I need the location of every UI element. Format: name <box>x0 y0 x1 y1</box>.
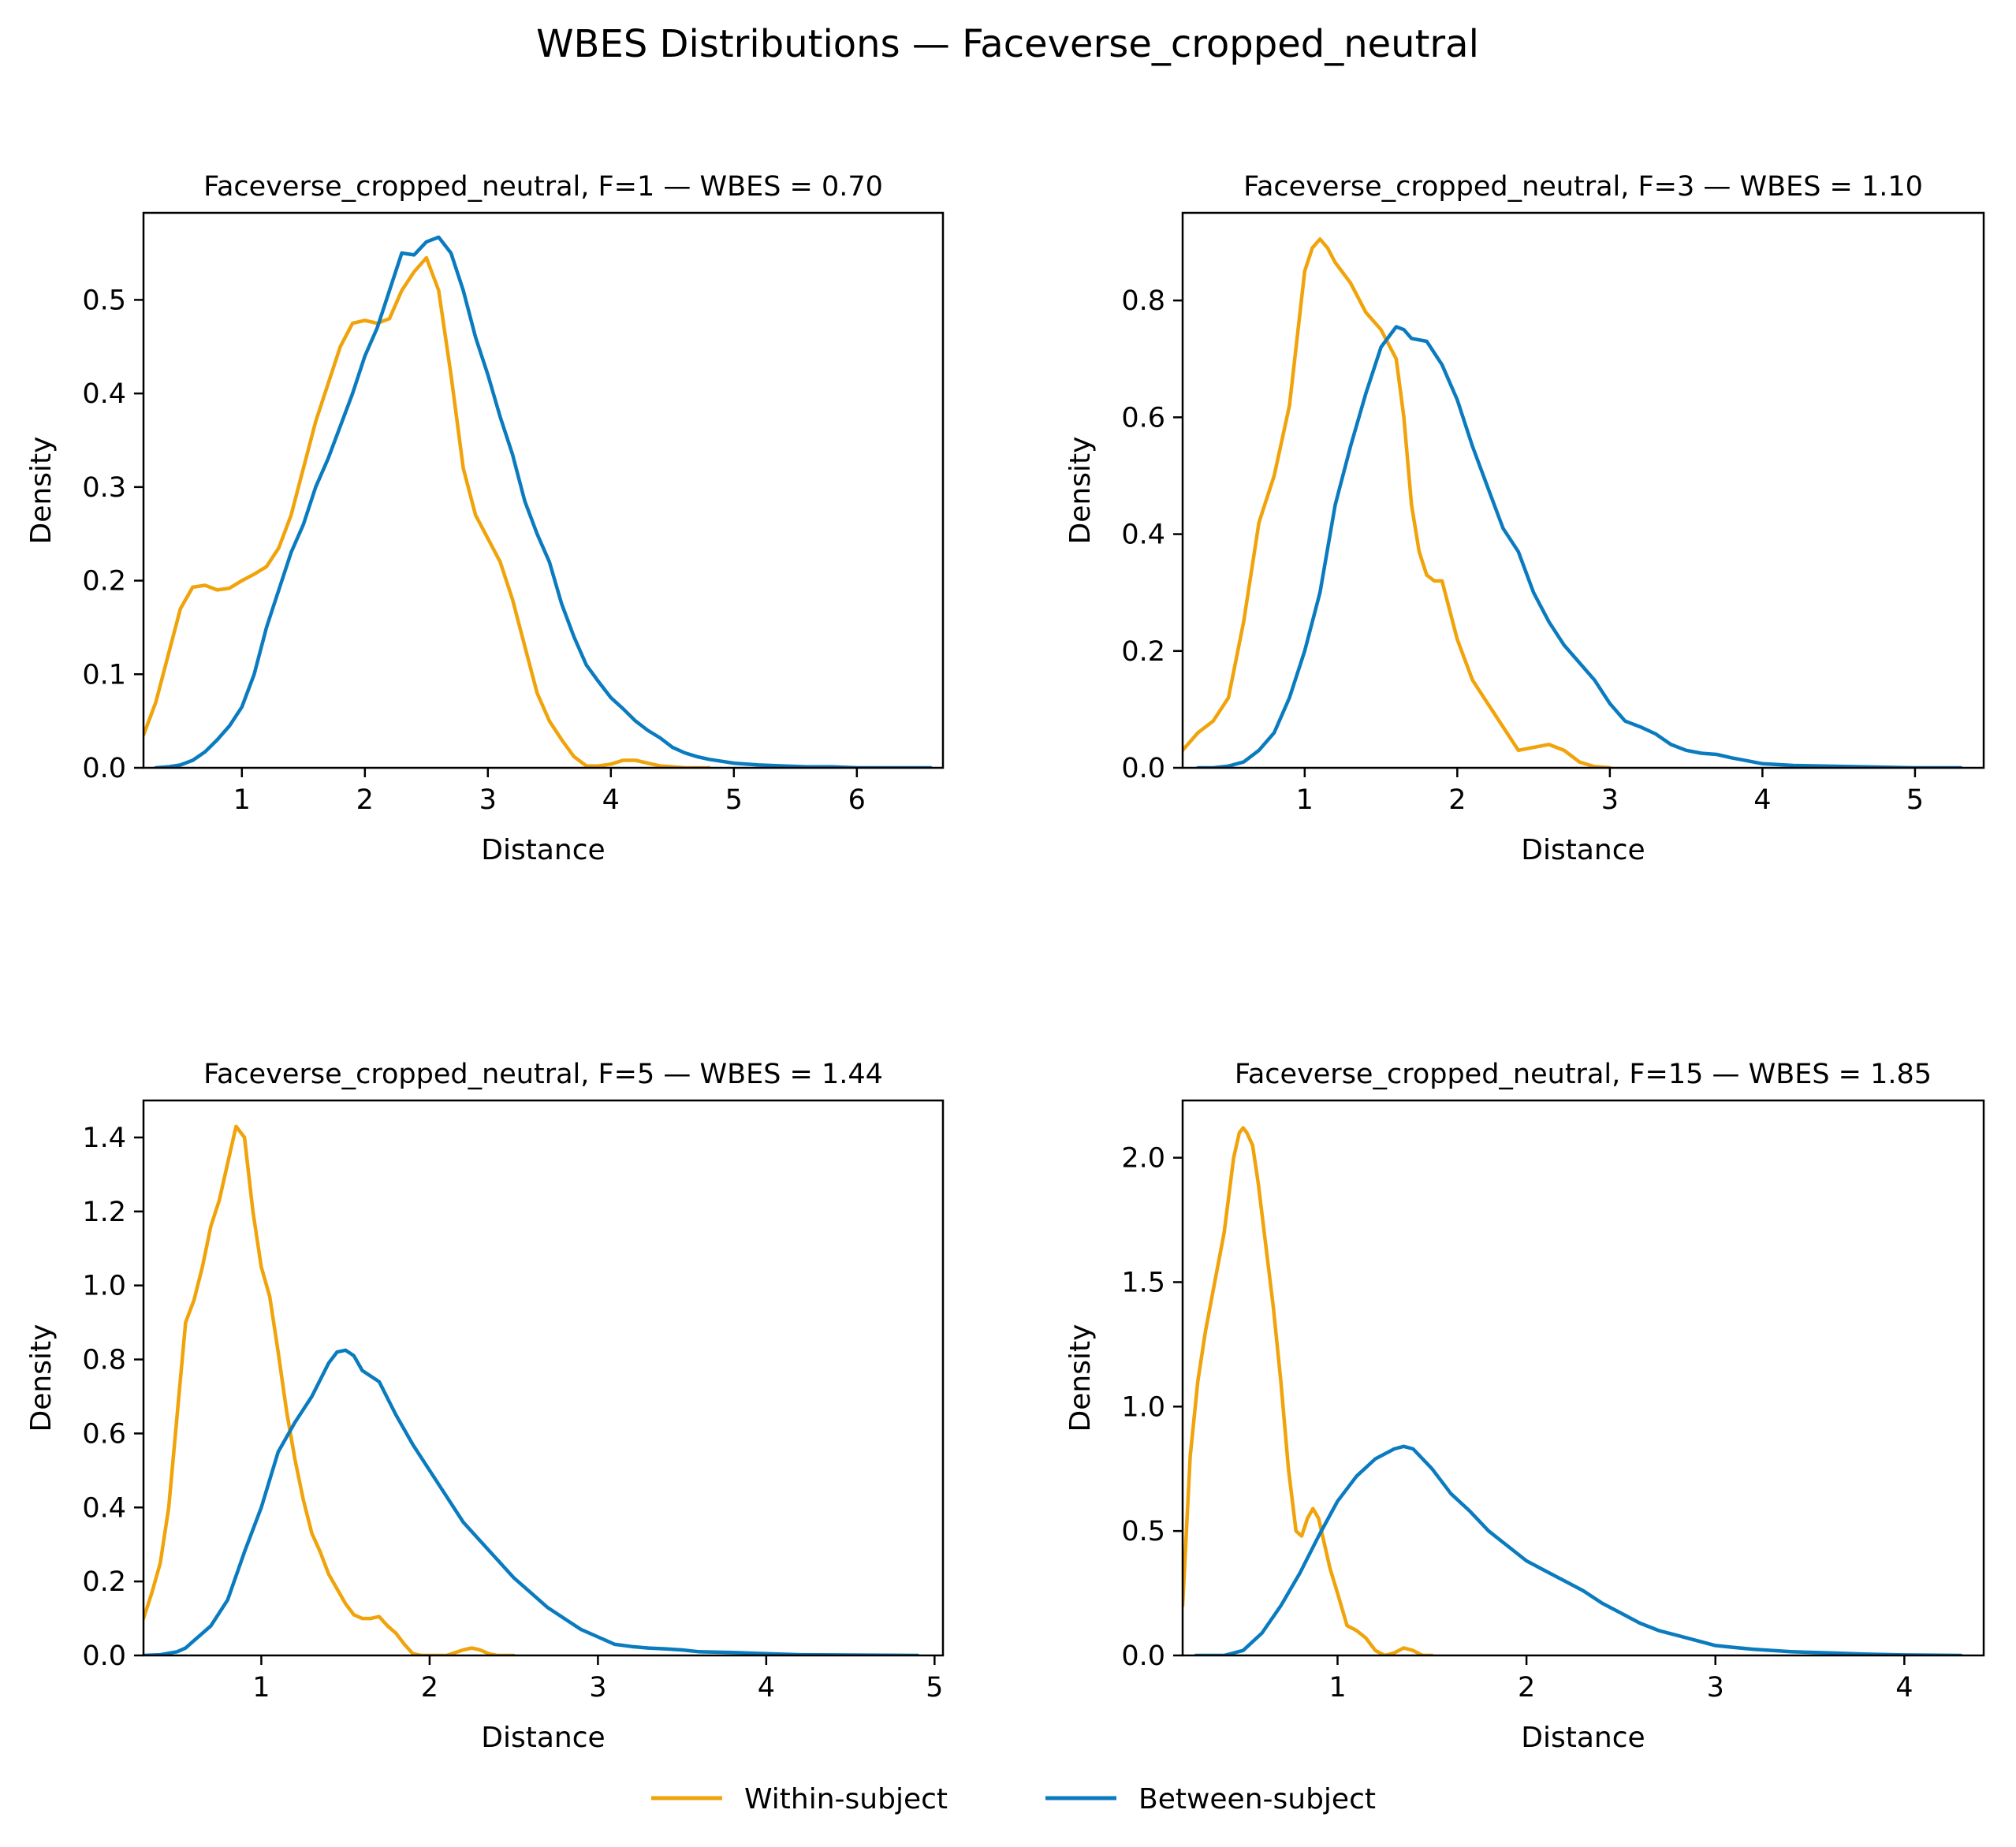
y-tick-label: 0.1 <box>82 659 126 691</box>
subplot-f3: Faceverse_cropped_neutral, F=3 — WBES = … <box>1064 171 1985 866</box>
x-tick-label: 1 <box>1296 784 1314 816</box>
y-tick-label: 1.4 <box>82 1123 126 1154</box>
x-axis-label: Distance <box>481 834 605 866</box>
y-axis-label: Density <box>1064 1324 1097 1432</box>
subplot-f1: Faceverse_cropped_neutral, F=1 — WBES = … <box>25 171 945 866</box>
x-tick-label: 5 <box>926 1672 943 1704</box>
subplot-title: Faceverse_cropped_neutral, F=1 — WBES = … <box>203 171 883 203</box>
legend-label-between: Between-subject <box>1138 1783 1376 1815</box>
y-axis-label: Density <box>1064 437 1097 545</box>
x-axis-label: Distance <box>1521 834 1645 866</box>
x-tick-label: 3 <box>1707 1672 1724 1704</box>
x-tick-label: 2 <box>421 1672 438 1704</box>
y-tick-label: 0.4 <box>82 378 126 410</box>
y-tick-label: 0.5 <box>1121 1516 1165 1547</box>
y-tick-label: 1.2 <box>82 1197 126 1228</box>
x-tick-label: 1 <box>233 784 251 816</box>
series-line-between-subject <box>1196 325 1963 768</box>
series-group <box>143 235 933 768</box>
y-tick-label: 1.5 <box>1121 1267 1165 1298</box>
legend-label-within: Within-subject <box>744 1783 948 1815</box>
y-tick-label: 0.5 <box>82 285 126 316</box>
series-line-within-subject <box>143 255 711 768</box>
y-tick-label: 0.0 <box>82 1640 126 1672</box>
figure-title: WBES Distributions — Faceverse_cropped_n… <box>536 22 1479 66</box>
y-tick-label: 1.0 <box>1121 1391 1165 1423</box>
x-axis-label: Distance <box>1521 1722 1645 1754</box>
x-tick-label: 1 <box>1328 1672 1346 1704</box>
subplot-title: Faceverse_cropped_neutral, F=3 — WBES = … <box>1243 171 1923 203</box>
series-group <box>1183 237 1963 768</box>
x-tick-label: 2 <box>1448 784 1466 816</box>
y-tick-label: 0.0 <box>1121 753 1165 784</box>
x-tick-label: 1 <box>252 1672 270 1704</box>
y-tick-label: 0.4 <box>82 1492 126 1524</box>
series-line-within-subject <box>1183 237 1612 768</box>
subplot-title: Faceverse_cropped_neutral, F=15 — WBES =… <box>1235 1059 1932 1090</box>
y-tick-label: 0.0 <box>1121 1640 1165 1672</box>
y-tick-label: 0.6 <box>1121 402 1165 434</box>
x-tick-label: 2 <box>1518 1672 1535 1704</box>
series-line-between-subject <box>143 1348 920 1655</box>
series-group <box>1183 1126 1963 1655</box>
x-axis-label: Distance <box>481 1722 605 1754</box>
y-axis-label: Density <box>25 437 58 545</box>
x-tick-label: 4 <box>758 1672 775 1704</box>
y-axis-label: Density <box>25 1324 58 1432</box>
axes-frame <box>1181 1099 1985 1657</box>
series-line-within-subject <box>1183 1126 1434 1655</box>
x-tick-label: 6 <box>848 784 866 816</box>
x-tick-label: 3 <box>479 784 497 816</box>
subplot-title: Faceverse_cropped_neutral, F=5 — WBES = … <box>203 1059 883 1090</box>
y-tick-label: 1.0 <box>82 1271 126 1302</box>
series-line-within-subject <box>143 1124 516 1655</box>
y-tick-label: 0.4 <box>1121 519 1165 551</box>
legend: Within-subject Between-subject <box>651 1783 1376 1815</box>
x-tick-label: 3 <box>589 1672 606 1704</box>
x-tick-label: 4 <box>1895 1672 1913 1704</box>
axes-frame <box>142 211 945 769</box>
y-tick-label: 0.2 <box>82 1566 126 1598</box>
x-tick-label: 3 <box>1601 784 1619 816</box>
series-group <box>143 1124 920 1655</box>
x-tick-label: 5 <box>1906 784 1924 816</box>
x-tick-label: 4 <box>602 784 620 816</box>
axes-frame <box>1181 211 1985 769</box>
y-tick-label: 0.8 <box>82 1345 126 1376</box>
x-tick-label: 2 <box>356 784 374 816</box>
y-tick-label: 0.8 <box>1121 285 1165 317</box>
subplot-f5: Faceverse_cropped_neutral, F=5 — WBES = … <box>25 1059 945 1754</box>
y-tick-label: 2.0 <box>1121 1143 1165 1175</box>
series-line-between-subject <box>154 235 933 768</box>
y-tick-label: 0.2 <box>1121 636 1165 668</box>
axes-frame <box>142 1099 945 1657</box>
series-line-between-subject <box>1194 1444 1963 1655</box>
y-tick-label: 0.3 <box>82 472 126 504</box>
x-tick-label: 4 <box>1753 784 1771 816</box>
subplot-f15: Faceverse_cropped_neutral, F=15 — WBES =… <box>1064 1059 1985 1754</box>
y-tick-label: 0.6 <box>82 1418 126 1450</box>
x-tick-label: 5 <box>725 784 743 816</box>
y-tick-label: 0.2 <box>82 566 126 598</box>
y-tick-label: 0.0 <box>82 753 126 784</box>
